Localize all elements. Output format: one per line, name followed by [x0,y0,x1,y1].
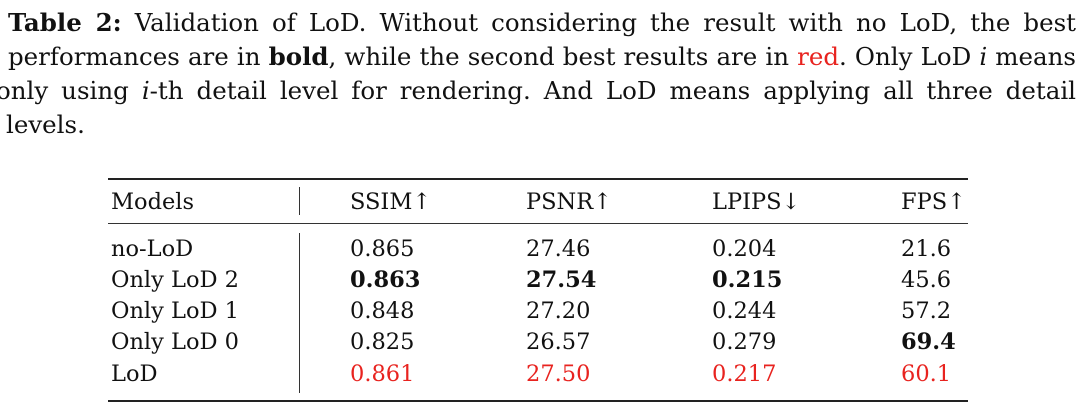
header-ssim: SSIM↑ [350,189,432,215]
caption-red-word: red [797,42,840,71]
lpips-value: 0.204 [712,236,777,262]
lpips-value: 0.215 [712,267,783,293]
table-row: LoD 0.861 27.50 0.217 60.1 [108,358,968,390]
header-lpips: LPIPS↓ [712,189,801,215]
lpips-value: 0.244 [712,298,777,324]
table-row: Only LoD 1 0.848 27.20 0.244 57.2 [108,295,968,327]
fps-value: 57.2 [901,298,952,324]
ssim-value: 0.863 [350,267,421,293]
table-header-rule [108,223,968,224]
caption-text-2a: performances are in [8,42,269,71]
caption-text-2b: , while the second best results are in [328,42,798,71]
fps-value: 45.6 [901,267,952,293]
caption-text-3b: -th detail level for rendering. And LoD … [149,76,1076,105]
lpips-value: 0.279 [712,329,777,355]
caption-text-1: Validation of LoD. Without considering t… [121,8,1077,37]
table-row: no-LoD 0.865 27.46 0.204 21.6 [108,233,968,265]
psnr-value: 27.54 [526,267,597,293]
ssim-value: 0.865 [350,236,415,262]
model-name: Only LoD 0 [111,329,239,355]
table-bottom-rule [108,400,968,402]
psnr-value: 27.46 [526,236,591,262]
caption-line-3: only using i-th detail level for renderi… [0,74,1076,108]
table-row: Only LoD 0 0.825 26.57 0.279 69.4 [108,326,968,358]
caption-variable-i-2: i [141,76,150,105]
body-column-divider [299,233,300,393]
header-fps: FPS↑ [901,189,967,215]
model-name: Only LoD 2 [111,267,239,293]
model-name: no-LoD [111,236,194,262]
psnr-value: 27.20 [526,298,591,324]
header-models: Models [111,189,195,215]
caption-text-3a: only using [0,76,142,105]
ssim-value: 0.861 [350,361,415,387]
caption-label: Table 2: [8,8,122,37]
lpips-value: 0.217 [712,361,777,387]
caption-line-4: levels. [6,110,85,139]
caption-text-2d: means [987,42,1076,71]
fps-value: 69.4 [901,329,956,355]
table-caption: Table 2: Validation of LoD. Without cons… [0,6,1076,142]
ssim-value: 0.825 [350,329,415,355]
ssim-value: 0.848 [350,298,415,324]
psnr-value: 26.57 [526,329,591,355]
header-column-divider [299,187,300,215]
caption-variable-i: i [979,42,988,71]
model-name: LoD [111,361,158,387]
caption-text-2c: . Only LoD [839,42,980,71]
caption-line-2: performances are in bold, while the seco… [8,40,1076,74]
model-name: Only LoD 1 [111,298,239,324]
fps-value: 60.1 [901,361,952,387]
table-top-rule [108,178,968,180]
table-row: Only LoD 2 0.863 27.54 0.215 45.6 [108,264,968,296]
caption-line-1: Table 2: Validation of LoD. Without cons… [8,6,1076,40]
caption-bold-word: bold [268,42,329,71]
psnr-value: 27.50 [526,361,591,387]
fps-value: 21.6 [901,236,952,262]
table-header-row: Models SSIM↑ PSNR↑ LPIPS↓ FPS↑ [108,186,968,218]
header-psnr: PSNR↑ [526,189,613,215]
